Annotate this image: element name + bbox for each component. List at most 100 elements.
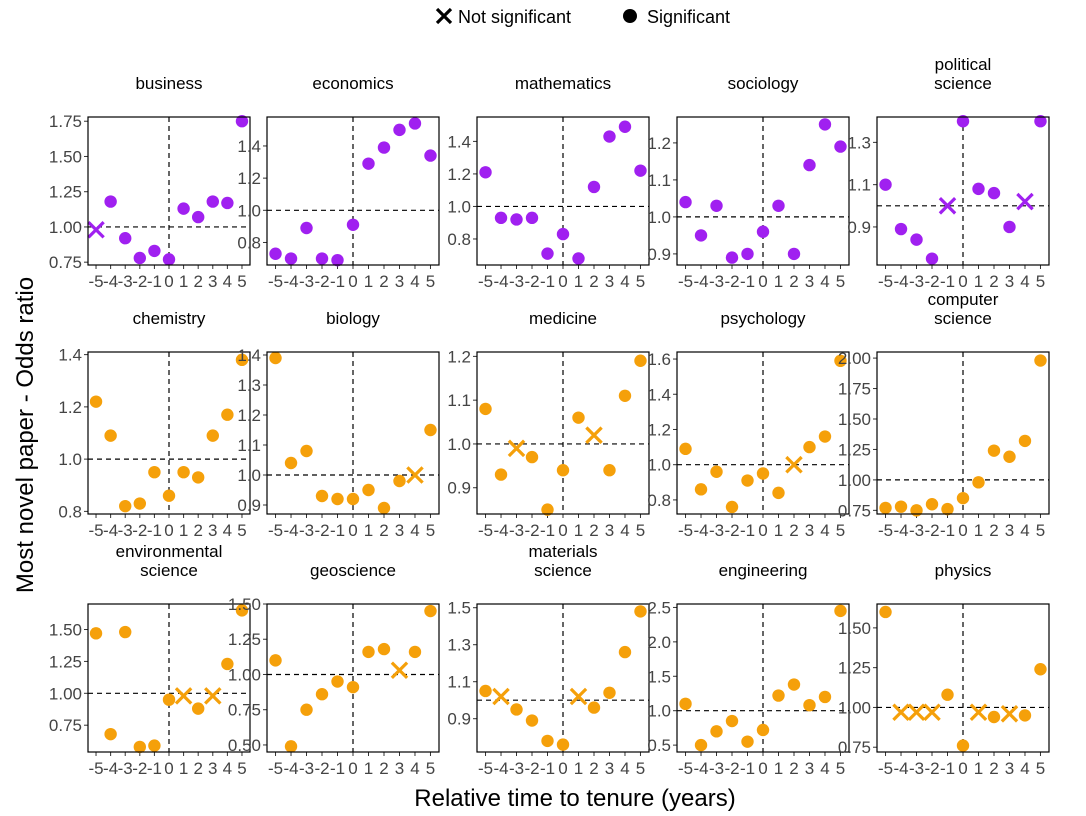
significant-point bbox=[894, 222, 908, 236]
x-tick-label: 2 bbox=[379, 272, 388, 291]
y-tick-label: 1.25 bbox=[838, 659, 871, 678]
significant-point bbox=[587, 701, 601, 714]
legend-label-not-significant: Not significant bbox=[458, 7, 571, 27]
x-tick-label: 2 bbox=[789, 521, 798, 540]
y-tick-label: 2.5 bbox=[647, 598, 671, 617]
significant-point bbox=[177, 202, 190, 215]
x-tick-label: -4 bbox=[693, 521, 708, 540]
significant-point bbox=[618, 645, 632, 659]
x-tick-label: 5 bbox=[836, 759, 845, 778]
significant-point bbox=[910, 233, 923, 246]
x-tick-label: 2 bbox=[789, 272, 798, 291]
significant-point bbox=[148, 244, 161, 258]
panel-frame bbox=[676, 603, 850, 753]
significant-point bbox=[119, 625, 132, 639]
x-tick-label: -3 bbox=[709, 272, 724, 291]
legend: Not significant Significant bbox=[435, 7, 730, 27]
x-tick-label: 2 bbox=[193, 521, 202, 540]
x-tick-label: -1 bbox=[940, 759, 955, 778]
panel-title: materials science bbox=[529, 542, 598, 580]
x-tick-label: 3 bbox=[805, 759, 814, 778]
panel-title-line: business bbox=[135, 74, 202, 93]
significant-point bbox=[494, 211, 508, 225]
significant-point bbox=[725, 500, 739, 514]
y-tick-label: 0.75 bbox=[838, 501, 871, 520]
panel-title-line: computer bbox=[928, 290, 999, 309]
x-tick-label: 1 bbox=[364, 272, 373, 291]
y-tick-label: 1.4 bbox=[447, 132, 471, 151]
y-tick-label: 1.0 bbox=[58, 450, 82, 469]
x-tick-label: 2 bbox=[589, 521, 598, 540]
x-tick-label: 0 bbox=[958, 759, 967, 778]
y-tick-label: 2.00 bbox=[838, 349, 871, 368]
significant-point bbox=[377, 501, 391, 515]
significant-point bbox=[634, 354, 647, 367]
panel-title: medicine bbox=[529, 309, 597, 328]
x-tick-label: 5 bbox=[836, 521, 845, 540]
panel-frame bbox=[676, 351, 850, 515]
y-tick-label: 1.5 bbox=[647, 667, 671, 686]
panel-title: environmental science bbox=[116, 542, 223, 580]
x-tick-label: -4 bbox=[893, 759, 908, 778]
panel-title: political science bbox=[934, 55, 992, 93]
x-tick-label: -1 bbox=[540, 759, 555, 778]
significant-point bbox=[587, 180, 601, 194]
x-tick-label: -2 bbox=[524, 272, 539, 291]
x-tick-label: 5 bbox=[1036, 521, 1045, 540]
y-tick-label: 1.50 bbox=[838, 619, 871, 638]
significant-point bbox=[191, 702, 205, 715]
significant-point bbox=[89, 395, 103, 408]
x-tick-label: -1 bbox=[147, 521, 162, 540]
significant-point bbox=[362, 483, 375, 497]
significant-point bbox=[694, 738, 708, 752]
x-tick-label: -2 bbox=[314, 272, 329, 291]
significant-point bbox=[284, 252, 298, 265]
y-tick-label: 1.0 bbox=[237, 466, 261, 485]
legend-item-significant: Significant bbox=[623, 7, 730, 27]
x-tick-label: -3 bbox=[118, 272, 133, 291]
significant-point bbox=[221, 196, 234, 210]
significant-point bbox=[679, 195, 692, 209]
significant-point bbox=[346, 680, 360, 694]
y-tick-label: 1.6 bbox=[647, 350, 671, 369]
panel-8: psychology 0.8 1.0 1.2 1.4 1.6 -5 -4 -3 -2 -1 0 1 2 3 4… bbox=[647, 309, 850, 540]
panel-title: physics bbox=[935, 561, 992, 580]
x-tick-label: 5 bbox=[426, 759, 435, 778]
x-tick-label: 4 bbox=[1020, 272, 1029, 291]
significant-point bbox=[818, 430, 832, 443]
x-tick-label: 2 bbox=[789, 759, 798, 778]
y-tick-label: 1.4 bbox=[237, 137, 261, 156]
panel-title-line: science bbox=[140, 561, 198, 580]
significant-point bbox=[772, 486, 785, 500]
not-significant-point bbox=[406, 466, 424, 484]
panel-title: mathematics bbox=[515, 74, 611, 93]
x-tick-label: 5 bbox=[237, 521, 246, 540]
y-tick-label: 1.3 bbox=[847, 133, 871, 152]
x-tick-label: 2 bbox=[589, 272, 598, 291]
y-tick-label: 0.75 bbox=[838, 738, 871, 757]
panel-frame bbox=[87, 603, 251, 753]
significant-point bbox=[803, 440, 816, 454]
y-tick-label: 1.3 bbox=[447, 636, 471, 655]
significant-point bbox=[987, 186, 1001, 200]
y-tick-label: 0.8 bbox=[237, 233, 261, 252]
x-tick-label: 3 bbox=[395, 759, 404, 778]
significant-point bbox=[1034, 663, 1047, 676]
panel-title-line: science bbox=[934, 74, 992, 93]
panel-frame bbox=[476, 603, 650, 753]
significant-point bbox=[1003, 450, 1016, 463]
significant-point bbox=[1003, 220, 1016, 234]
legend-item-not-significant: Not significant bbox=[435, 7, 571, 27]
panel-title-line: science bbox=[534, 561, 592, 580]
x-tick-label: 0 bbox=[558, 521, 567, 540]
significant-point bbox=[556, 738, 570, 751]
panel-3: sociology 0.9 1.0 1.1 1.2 -5 -4 -3 -2 -1 0 1 2 3 4 5 bbox=[647, 74, 850, 291]
significant-point bbox=[541, 503, 554, 516]
significant-point bbox=[879, 178, 892, 191]
significant-point bbox=[634, 164, 647, 177]
panel-9: computer science 0.75 1.00 1.25 1.50 1.75 2.00 -… bbox=[838, 290, 1050, 540]
x-tick-label: -5 bbox=[878, 521, 893, 540]
significant-point bbox=[191, 471, 205, 484]
x-tick-label: -2 bbox=[724, 272, 739, 291]
x-tick-label: -3 bbox=[509, 521, 524, 540]
